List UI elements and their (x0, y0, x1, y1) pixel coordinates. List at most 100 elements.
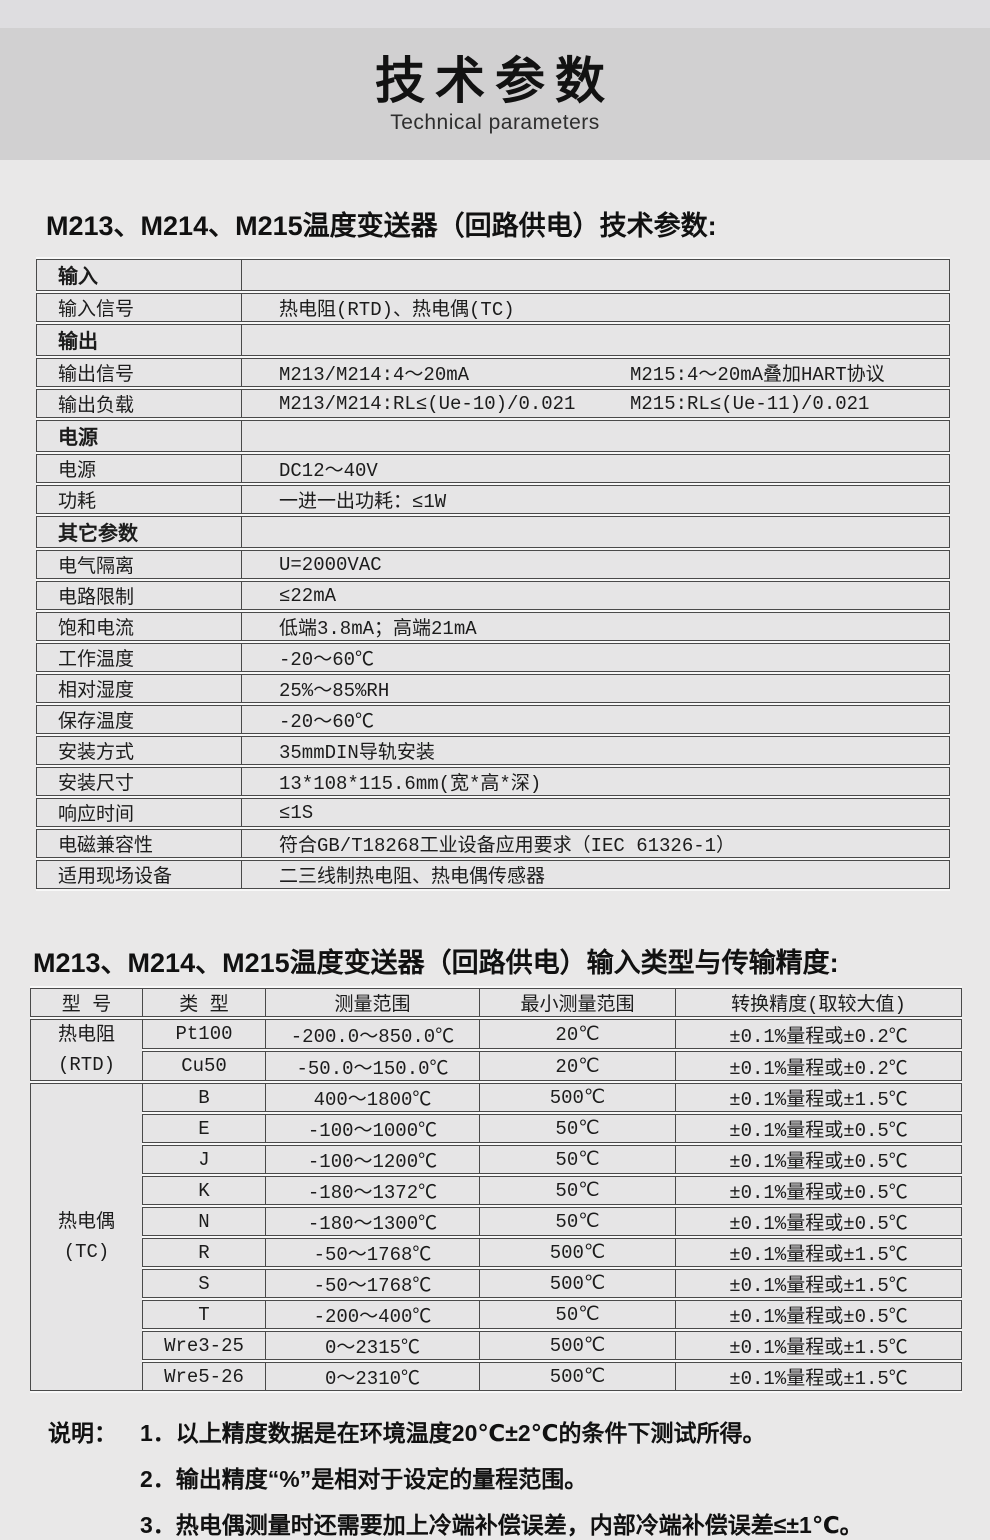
cell-range: -180～1300℃ (265, 1207, 479, 1236)
row-value: 25%～85%RH (241, 674, 950, 703)
cell-min-range: 50℃ (479, 1145, 675, 1174)
row-label: 输出负载 (36, 389, 241, 418)
top-strip (0, 0, 990, 28)
row-value: DC12～40V (241, 454, 950, 483)
accuracy-table: 型 号 类 型 测量范围 最小测量范围 转换精度(取较大值) 热电阻 (RTD)… (30, 986, 962, 1393)
table-row: 安装尺寸 13*108*115.6mm(宽*高*深) (36, 767, 950, 796)
cell-range: -50.0～150.0℃ (265, 1051, 479, 1081)
row-label: 输出信号 (36, 358, 241, 387)
cell-type: S (142, 1269, 265, 1298)
model-cell-rtd: 热电阻 (RTD) (30, 1019, 142, 1081)
cell-type: Wre5-26 (142, 1362, 265, 1391)
notes-label: 说明： (48, 1420, 117, 1446)
cell-type: Wre3-25 (142, 1331, 265, 1360)
table-header-row: 型 号 类 型 测量范围 最小测量范围 转换精度(取较大值) (30, 988, 962, 1017)
model-abbr: (TC) (63, 1241, 110, 1263)
col-header-type: 类 型 (142, 988, 265, 1017)
cell-accuracy: ±0.1%量程或±1.5℃ (675, 1269, 962, 1298)
col-header-min-range: 最小测量范围 (479, 988, 675, 1017)
row-value: M213/M214:RL≤(Ue-10)/0.021 (279, 392, 576, 415)
row-label: 安装尺寸 (36, 767, 241, 796)
row-value: 一进一出功耗：≤1W (241, 485, 950, 514)
table-row: 功耗 一进一出功耗：≤1W (36, 485, 950, 514)
table-row: 输入信号 热电阻(RTD)、热电偶(TC) (36, 293, 950, 322)
table-row: 保存温度 -20～60℃ (36, 705, 950, 734)
row-value: -20～60℃ (241, 643, 950, 672)
note-text: 3．热电偶测量时还需要加上冷端补偿误差，内部冷端补偿误差≤±1℃。 (140, 1512, 863, 1538)
table-row: 电源 DC12～40V (36, 454, 950, 483)
cell-accuracy: ±0.1%量程或±0.5℃ (675, 1176, 962, 1205)
table-row-section: 输入 (36, 259, 950, 291)
cell-range: -100～1200℃ (265, 1145, 479, 1174)
section2-heading: M213、M214、M215温度变送器（回路供电）输入类型与传输精度: (33, 948, 839, 978)
row-label: 电气隔离 (36, 550, 241, 579)
cell-range: 0～2315℃ (265, 1331, 479, 1360)
table-row: 工作温度 -20～60℃ (36, 643, 950, 672)
title-band: 技术参数 Technical parameters (0, 28, 990, 160)
cell-type: K (142, 1176, 265, 1205)
section-label: 电源 (36, 420, 241, 452)
table-row: 电路限制 ≤22mA (36, 581, 950, 610)
cell-range: -100～1000℃ (265, 1114, 479, 1143)
cell-min-range: 20℃ (479, 1051, 675, 1081)
row-value: 低端3.8mA；高端21mA (241, 612, 950, 641)
cell-range: -200～400℃ (265, 1300, 479, 1329)
cell-min-range: 500℃ (479, 1269, 675, 1298)
table-row: 热电阻 (RTD) Pt100 -200.0～850.0℃ 20℃ ±0.1%量… (30, 1019, 962, 1081)
table-row: 饱和电流 低端3.8mA；高端21mA (36, 612, 950, 641)
cell-range: -50～1768℃ (265, 1238, 479, 1267)
cell-type: R (142, 1238, 265, 1267)
cell-accuracy: ±0.1%量程或±1.5℃ (675, 1331, 962, 1360)
table-row: K -180～1372℃ 50℃ ±0.1%量程或±0.5℃ (30, 1176, 962, 1205)
row-label: 电源 (36, 454, 241, 483)
row-value: 二三线制热电阻、热电偶传感器 (241, 860, 950, 889)
table-row: 相对湿度 25%～85%RH (36, 674, 950, 703)
row-label: 工作温度 (36, 643, 241, 672)
row-label: 相对湿度 (36, 674, 241, 703)
cell-accuracy: ±0.1%量程或±0.5℃ (675, 1300, 962, 1329)
notes: 说明： 1．以上精度数据是在环境温度20℃±2℃的条件下测试所得。 2．输出精度… (48, 1419, 958, 1540)
table-row: S -50～1768℃ 500℃ ±0.1%量程或±1.5℃ (30, 1269, 962, 1298)
cell-type: E (142, 1114, 265, 1143)
note-line-3: 3．热电偶测量时还需要加上冷端补偿误差，内部冷端补偿误差≤±1℃。 (48, 1511, 958, 1540)
table-row: 适用现场设备 二三线制热电阻、热电偶传感器 (36, 860, 950, 889)
cell-range: 400～1800℃ (265, 1083, 479, 1112)
cell-accuracy: ±0.1%量程或±1.5℃ (675, 1362, 962, 1391)
row-value: -20～60℃ (241, 705, 950, 734)
cell-min-range: 50℃ (479, 1300, 675, 1329)
model-cell-tc: 热电偶 (TC) (30, 1083, 142, 1391)
cell-accuracy: ±0.1%量程或±0.2℃ (675, 1019, 962, 1049)
row-label: 电磁兼容性 (36, 829, 241, 858)
note-text: 2．输出精度“%”是相对于设定的量程范围。 (140, 1466, 588, 1492)
page-title: 技术参数 (375, 52, 615, 109)
note-line-2: 2．输出精度“%”是相对于设定的量程范围。 (48, 1465, 958, 1494)
cell-range: -50～1768℃ (265, 1269, 479, 1298)
row-value: ≤1S (241, 798, 950, 827)
page-subtitle: Technical parameters (390, 110, 600, 134)
cell-min-range: 500℃ (479, 1331, 675, 1360)
row-label: 饱和电流 (36, 612, 241, 641)
section1-heading: M213、M214、M215温度变送器（回路供电）技术参数: (46, 211, 717, 241)
cell-min-range: 20℃ (479, 1019, 675, 1049)
table-row: 输出信号 M213/M214:4～20mA M215:4～20mA叠加HART协议 (36, 358, 950, 387)
cell-min-range: 500℃ (479, 1083, 675, 1112)
spec-table: 输入 输入信号 热电阻(RTD)、热电偶(TC) 输出 输出信号 M213/M214… (36, 257, 950, 891)
table-row: R -50～1768℃ 500℃ ±0.1%量程或±1.5℃ (30, 1238, 962, 1267)
note-text: 1．以上精度数据是在环境温度20℃±2℃的条件下测试所得。 (140, 1420, 766, 1446)
cell-range: -180～1372℃ (265, 1176, 479, 1205)
cell-accuracy: ±0.1%量程或±0.5℃ (675, 1145, 962, 1174)
cell-range: -200.0～850.0℃ (265, 1019, 479, 1049)
row-value: U=2000VAC (241, 550, 950, 579)
row-label: 适用现场设备 (36, 860, 241, 889)
cell-type: B (142, 1083, 265, 1112)
cell-min-range: 500℃ (479, 1238, 675, 1267)
cell-accuracy: ±0.1%量程或±1.5℃ (675, 1083, 962, 1112)
cell-accuracy: ±0.1%量程或±1.5℃ (675, 1238, 962, 1267)
table-row: Wre3-25 0～2315℃ 500℃ ±0.1%量程或±1.5℃ (30, 1331, 962, 1360)
table-row-section: 其它参数 (36, 516, 950, 548)
note-line-1: 说明： 1．以上精度数据是在环境温度20℃±2℃的条件下测试所得。 (48, 1419, 958, 1448)
cell-range: 0～2310℃ (265, 1362, 479, 1391)
col-header-accuracy: 转换精度(取较大值) (675, 988, 962, 1017)
section-label: 其它参数 (36, 516, 241, 548)
table-row-section: 输出 (36, 324, 950, 356)
